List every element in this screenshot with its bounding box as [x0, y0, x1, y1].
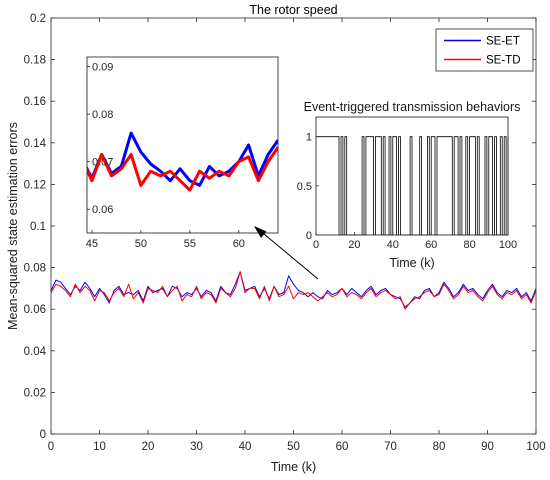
- x-tick-label: 10: [93, 441, 106, 453]
- event-y-tick-label: 0: [306, 230, 312, 242]
- event-x-tick-label: 40: [387, 239, 399, 251]
- zoom-x-tick-label: 50: [135, 238, 147, 250]
- annotation-arrow-head: [254, 226, 267, 238]
- zoom-ticks-layer: 45 50 55 60 0.06 0.07 0.08 0.09: [86, 62, 245, 250]
- event-y-tick-label: 1: [306, 132, 312, 144]
- event-x-tick-label: 20: [348, 239, 360, 251]
- y-tick-label: 0.08: [24, 263, 46, 275]
- legend-label-se-et: SE-ET: [486, 36, 520, 48]
- y-tick-label: 0.14: [24, 138, 47, 150]
- zoom-y-tick-label: 0.06: [92, 204, 113, 216]
- main-series-layer: [50, 271, 537, 310]
- main-ticks-layer: 0 10 20 30 40 50 60 70 80 90 10000.020.040.060.080…: [24, 13, 546, 453]
- zoom-inset: 45 50 55 60 0.06 0.07 0.08 0.09: [86, 56, 279, 250]
- y-tick-label: 0.06: [24, 304, 46, 316]
- zoom-plot-frame: [86, 56, 279, 234]
- x-tick-label: 100: [526, 441, 545, 453]
- event-ticks-layer: 0 20 40 60 80 100 0 0.5 1: [297, 132, 517, 251]
- y-tick-label: 0.2: [30, 13, 46, 25]
- annotation-arrow-shaft: [257, 228, 319, 280]
- zoom-x-tick-label: 45: [86, 238, 98, 250]
- y-tick-label: 0.02: [24, 387, 46, 399]
- y-tick-label: 0.18: [24, 55, 46, 67]
- y-tick-label: 0.12: [24, 179, 46, 191]
- event-series-layer: [316, 136, 509, 236]
- legend: SE-ET SE-TD: [435, 28, 534, 72]
- main-chart: 0 10 20 30 40 50 60 70 80 90 10000.020.040.060.080…: [6, 3, 546, 474]
- y-tick-label: 0: [40, 429, 46, 441]
- x-tick-label: 70: [384, 441, 397, 453]
- event-inset: 0 20 40 60 80 100 0 0.5 1 Event-triggered transm…: [297, 100, 521, 270]
- zoom-y-tick-label: 0.07: [92, 157, 113, 169]
- event-x-axis-label: Time (k): [389, 256, 434, 270]
- x-tick-label: 60: [336, 441, 349, 453]
- x-tick-label: 0: [48, 441, 54, 453]
- zoom-x-tick-label: 55: [184, 238, 196, 250]
- zoom-inset-background: [86, 56, 279, 234]
- event-x-tick-label: 60: [425, 239, 437, 251]
- annotation-arrow: [254, 226, 319, 280]
- x-tick-label: 90: [481, 441, 494, 453]
- x-tick-label: 20: [142, 441, 155, 453]
- event-x-tick-label: 0: [313, 239, 319, 251]
- zoom-x-tick-label: 60: [233, 238, 245, 250]
- zoom-series-layer: [87, 131, 278, 192]
- event-chart-title: Event-triggered transmission behaviors: [304, 100, 521, 114]
- y-tick-label: 0.16: [24, 96, 46, 108]
- y-tick-label: 0.04: [24, 346, 47, 358]
- event-plot-frame: [315, 116, 509, 236]
- y-tick-label: 0.1: [30, 221, 46, 233]
- event-series-line: [316, 136, 509, 236]
- zoom-series-group: [87, 131, 278, 192]
- legend-box: [435, 28, 534, 72]
- zoom-series-line-se-et: [87, 131, 278, 187]
- event-y-tick-label: 0.5: [297, 181, 312, 193]
- main-y-axis-label: Mean-squared state estimation errors: [6, 122, 20, 330]
- legend-label-se-td: SE-TD: [486, 55, 521, 67]
- x-tick-label: 80: [433, 441, 446, 453]
- zoom-y-tick-label: 0.09: [92, 62, 113, 74]
- x-tick-label: 40: [239, 441, 252, 453]
- main-chart-title: The rotor speed: [249, 3, 337, 17]
- main-x-axis-label: Time (k): [271, 460, 316, 474]
- x-tick-label: 50: [287, 441, 300, 453]
- zoom-series-line-se-td: [87, 146, 278, 192]
- x-tick-label: 30: [190, 441, 203, 453]
- series-line-se-td: [50, 271, 537, 310]
- event-x-tick-label: 100: [499, 239, 517, 251]
- zoom-y-tick-label: 0.08: [92, 109, 113, 121]
- event-x-tick-label: 80: [463, 239, 475, 251]
